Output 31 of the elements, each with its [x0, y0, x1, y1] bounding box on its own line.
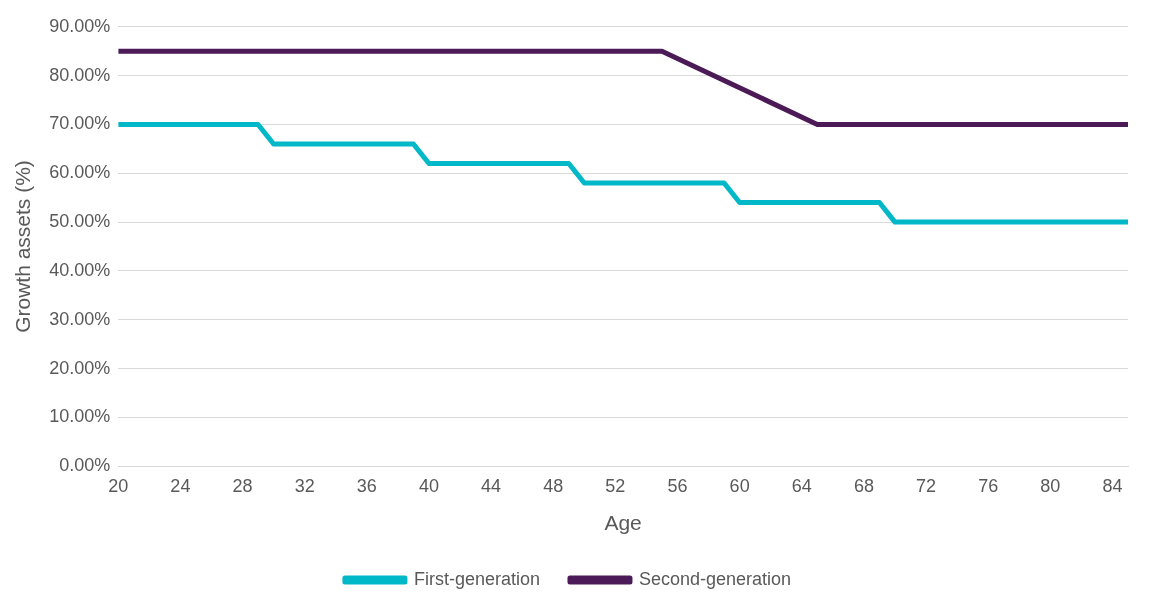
y-tick-label: 60.00%: [49, 162, 111, 183]
x-tick-label: 28: [232, 475, 253, 496]
y-tick-label: 0.00%: [59, 455, 111, 476]
x-tick-label: 20: [108, 475, 129, 496]
y-tick-label: 30.00%: [49, 308, 111, 329]
x-tick-label: 64: [791, 475, 812, 496]
x-tick-label: 72: [916, 475, 937, 496]
x-tick-label: 24: [170, 475, 191, 496]
legend-label: First-generation: [413, 568, 540, 589]
x-tick-label: 52: [605, 475, 626, 496]
x-tick-label: 56: [667, 475, 688, 496]
y-axis-title: Growth assets (%): [11, 160, 35, 333]
y-tick-label: 70.00%: [49, 113, 111, 134]
y-tick-label: 90.00%: [49, 15, 111, 36]
x-tick-label: 60: [729, 475, 750, 496]
y-tick-label: 10.00%: [49, 406, 111, 427]
x-tick-label: 48: [543, 475, 564, 496]
x-tick-label: 44: [481, 475, 502, 496]
x-tick-label: 76: [978, 475, 999, 496]
x-tick-label: 40: [418, 475, 439, 496]
y-tick-label: 40.00%: [49, 259, 111, 280]
legend-label: Second-generation: [638, 568, 792, 589]
x-tick-label: 32: [294, 475, 315, 496]
y-tick-label: 80.00%: [49, 64, 111, 85]
x-tick-label: 80: [1040, 475, 1061, 496]
y-tick-label: 50.00%: [49, 211, 111, 232]
x-axis-title: Age: [604, 511, 642, 535]
y-tick-label: 20.00%: [49, 357, 111, 378]
x-tick-label: 68: [853, 475, 874, 496]
x-tick-label: 36: [356, 475, 377, 496]
x-tick-label: 84: [1102, 475, 1123, 496]
